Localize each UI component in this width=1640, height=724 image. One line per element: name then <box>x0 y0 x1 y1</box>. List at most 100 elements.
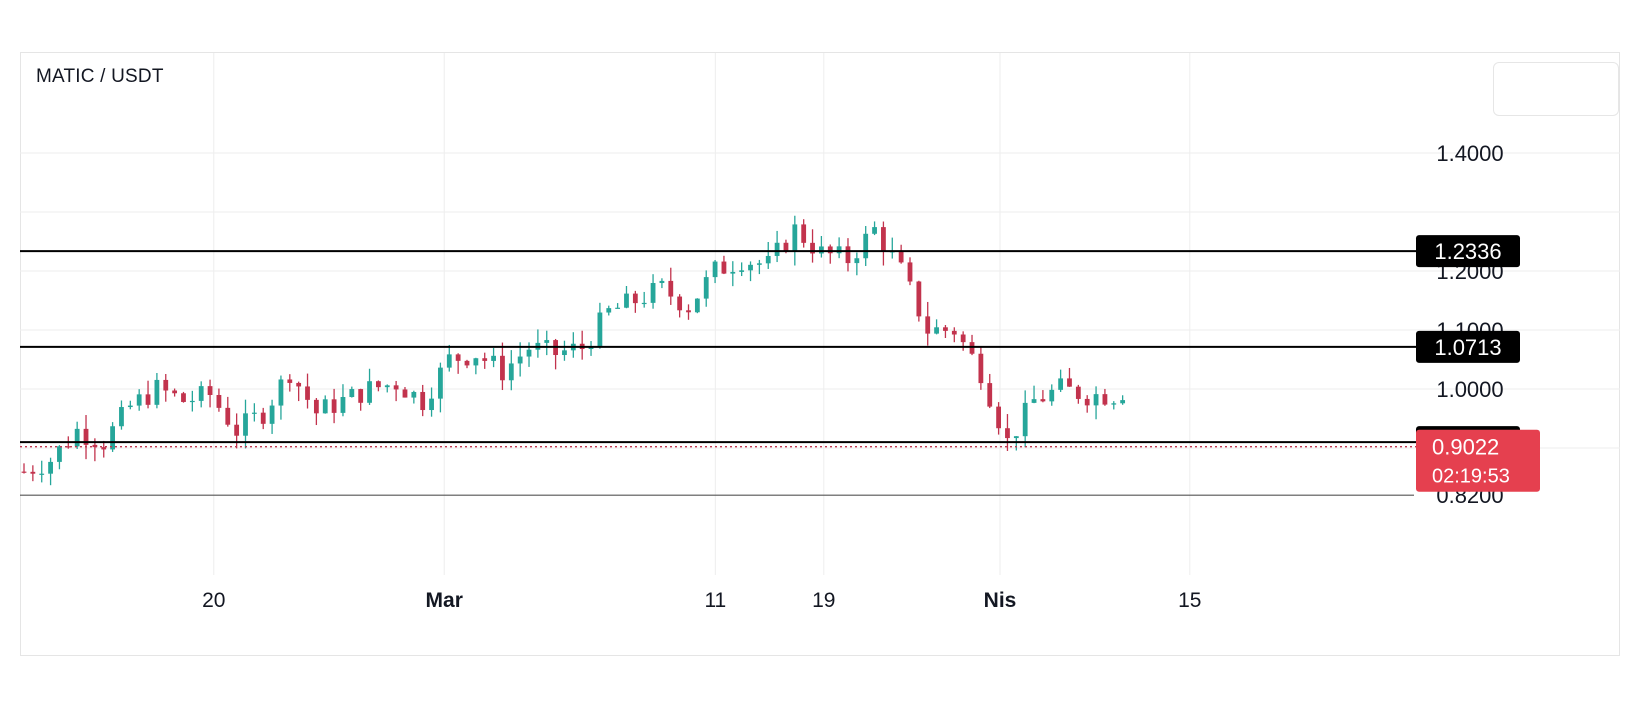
candle-body <box>1093 394 1099 406</box>
candle-body <box>632 293 638 304</box>
candle-body <box>774 242 780 256</box>
candle-body <box>57 446 62 462</box>
candle-body <box>491 355 496 361</box>
current-price-label: 0.9022 <box>1432 435 1499 460</box>
candle-body <box>987 383 993 407</box>
candle-body <box>1075 386 1081 399</box>
candle-body <box>278 379 284 406</box>
chart-frame <box>20 52 1620 656</box>
candle-body <box>154 379 160 405</box>
candle-body <box>703 277 709 299</box>
candle-body <box>136 394 142 406</box>
candle-body <box>172 390 178 394</box>
candle-body <box>207 386 213 395</box>
candle-body <box>659 280 665 284</box>
candle-body <box>234 424 240 436</box>
candle-body <box>898 251 904 263</box>
countdown-label: 02:19:53 <box>1432 466 1510 488</box>
candle-body <box>420 391 426 411</box>
candle-body <box>730 271 736 274</box>
candle-body <box>827 246 833 254</box>
candle-body <box>624 293 629 308</box>
candle-body <box>544 340 550 343</box>
symbol-title: MATIC / USDT <box>36 66 164 87</box>
candle-body <box>712 261 718 278</box>
x-tick-label: 15 <box>1178 589 1201 612</box>
candle-body <box>863 233 869 259</box>
candle-body <box>845 246 851 264</box>
candle-body <box>836 246 842 254</box>
chart-settings-box[interactable] <box>1493 62 1619 116</box>
candle-body <box>411 391 417 398</box>
candle-body <box>313 399 319 414</box>
candle-body <box>810 242 815 254</box>
candle-body <box>48 461 53 474</box>
candle-body <box>872 227 877 234</box>
candle-body <box>925 316 931 334</box>
candle-body <box>287 379 293 383</box>
candle-body <box>978 353 984 384</box>
candle-body <box>473 358 479 366</box>
candle-body <box>216 394 222 408</box>
candle-body <box>1102 394 1108 405</box>
candle-body <box>677 296 683 311</box>
candle-body <box>694 298 700 313</box>
candle-body <box>907 262 913 282</box>
candle-body <box>110 426 115 450</box>
candle-body <box>455 354 461 361</box>
candle-body <box>331 399 337 413</box>
candle-body <box>92 444 98 448</box>
candle-body <box>783 242 789 252</box>
candle-body <box>367 381 372 403</box>
candle-body <box>39 473 45 475</box>
candle-body <box>349 389 355 398</box>
candle-body <box>119 407 124 427</box>
candle-body <box>1040 399 1046 402</box>
y-tick-label: 1.0000 <box>1436 377 1503 402</box>
candle-body <box>1111 403 1117 405</box>
x-tick-label: Mar <box>426 589 463 612</box>
candle-body <box>376 381 381 388</box>
level-badge <box>1416 330 1520 363</box>
current-price-badge <box>1416 429 1540 492</box>
candle-body <box>854 258 860 264</box>
candle-body <box>792 224 798 252</box>
candle-body <box>943 327 948 331</box>
candle-body <box>739 270 745 272</box>
candle-body <box>402 389 408 398</box>
candle-body <box>243 413 248 436</box>
candle-body <box>145 394 151 405</box>
candle-body <box>1005 428 1010 439</box>
candle-body <box>358 389 364 403</box>
x-tick-label: 20 <box>202 589 225 612</box>
candle-body <box>322 399 328 414</box>
candle-body <box>500 355 505 381</box>
x-tick-label: Nis <box>984 589 1017 612</box>
candle-body <box>181 393 186 402</box>
candle-body <box>74 428 80 447</box>
candle-body <box>562 350 567 356</box>
candle-body <box>83 428 89 445</box>
candle-body <box>163 379 169 391</box>
level-badge <box>1416 235 1520 268</box>
candle-body <box>1120 400 1126 404</box>
candle-body <box>756 263 762 265</box>
candle-body <box>721 261 727 274</box>
x-tick-label: 19 <box>812 589 835 612</box>
candle-body <box>819 246 824 254</box>
candle-body <box>1049 389 1055 402</box>
candle-body <box>393 385 399 390</box>
candle-body <box>960 334 966 343</box>
candle-body <box>597 312 603 347</box>
candle-body <box>615 307 621 309</box>
candle-body <box>801 224 807 243</box>
candle-body <box>1031 399 1037 403</box>
candle-body <box>260 412 266 424</box>
candle-body <box>464 360 470 366</box>
candle-body <box>508 363 514 381</box>
candle-body <box>429 398 434 411</box>
candle-body <box>517 356 523 364</box>
candle-body <box>482 358 488 361</box>
candle-body <box>305 386 310 400</box>
